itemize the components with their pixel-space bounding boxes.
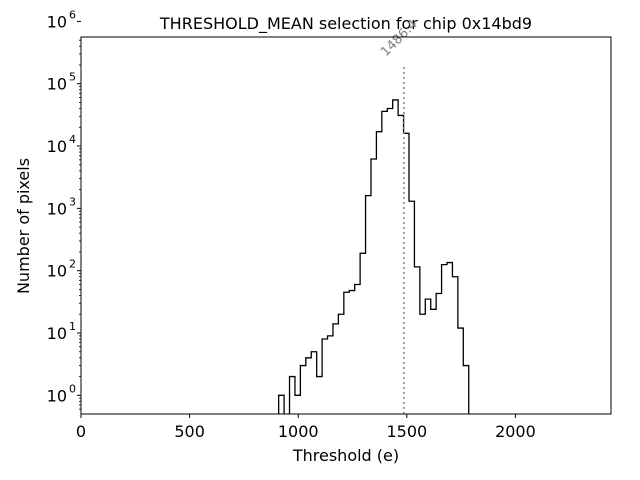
y-tick-label: 10 (47, 386, 67, 405)
histogram-step-line (278, 99, 470, 414)
y-tick-label: 10 (47, 137, 67, 156)
y-tick-exponent: 6 (69, 8, 76, 21)
y-tick-exponent: 0 (69, 382, 76, 395)
y-tick-exponent: 1 (69, 320, 76, 333)
y-tick-exponent: 4 (69, 133, 76, 146)
x-tick-label: 2000 (495, 422, 536, 441)
y-tick-label: 10 (47, 12, 67, 31)
x-tick-label: 1500 (386, 422, 427, 441)
y-tick-exponent: 5 (69, 71, 76, 84)
x-axis-label: Threshold (e) (292, 446, 399, 465)
x-tick-label: 1000 (278, 422, 319, 441)
y-tick-label: 10 (47, 199, 67, 218)
chart-title: THRESHOLD_MEAN selection for chip 0x14bd… (159, 14, 532, 34)
x-tick-label: 500 (174, 422, 205, 441)
plot-frame (80, 36, 612, 415)
y-tick-label: 10 (47, 75, 67, 94)
y-tick-label: 10 (47, 262, 67, 281)
y-tick-label: 10 (47, 324, 67, 343)
y-tick-exponent: 2 (69, 258, 76, 271)
x-tick-label: 0 (76, 422, 86, 441)
y-tick-exponent: 3 (69, 195, 76, 208)
y-axis-label: Number of pixels (14, 158, 33, 294)
